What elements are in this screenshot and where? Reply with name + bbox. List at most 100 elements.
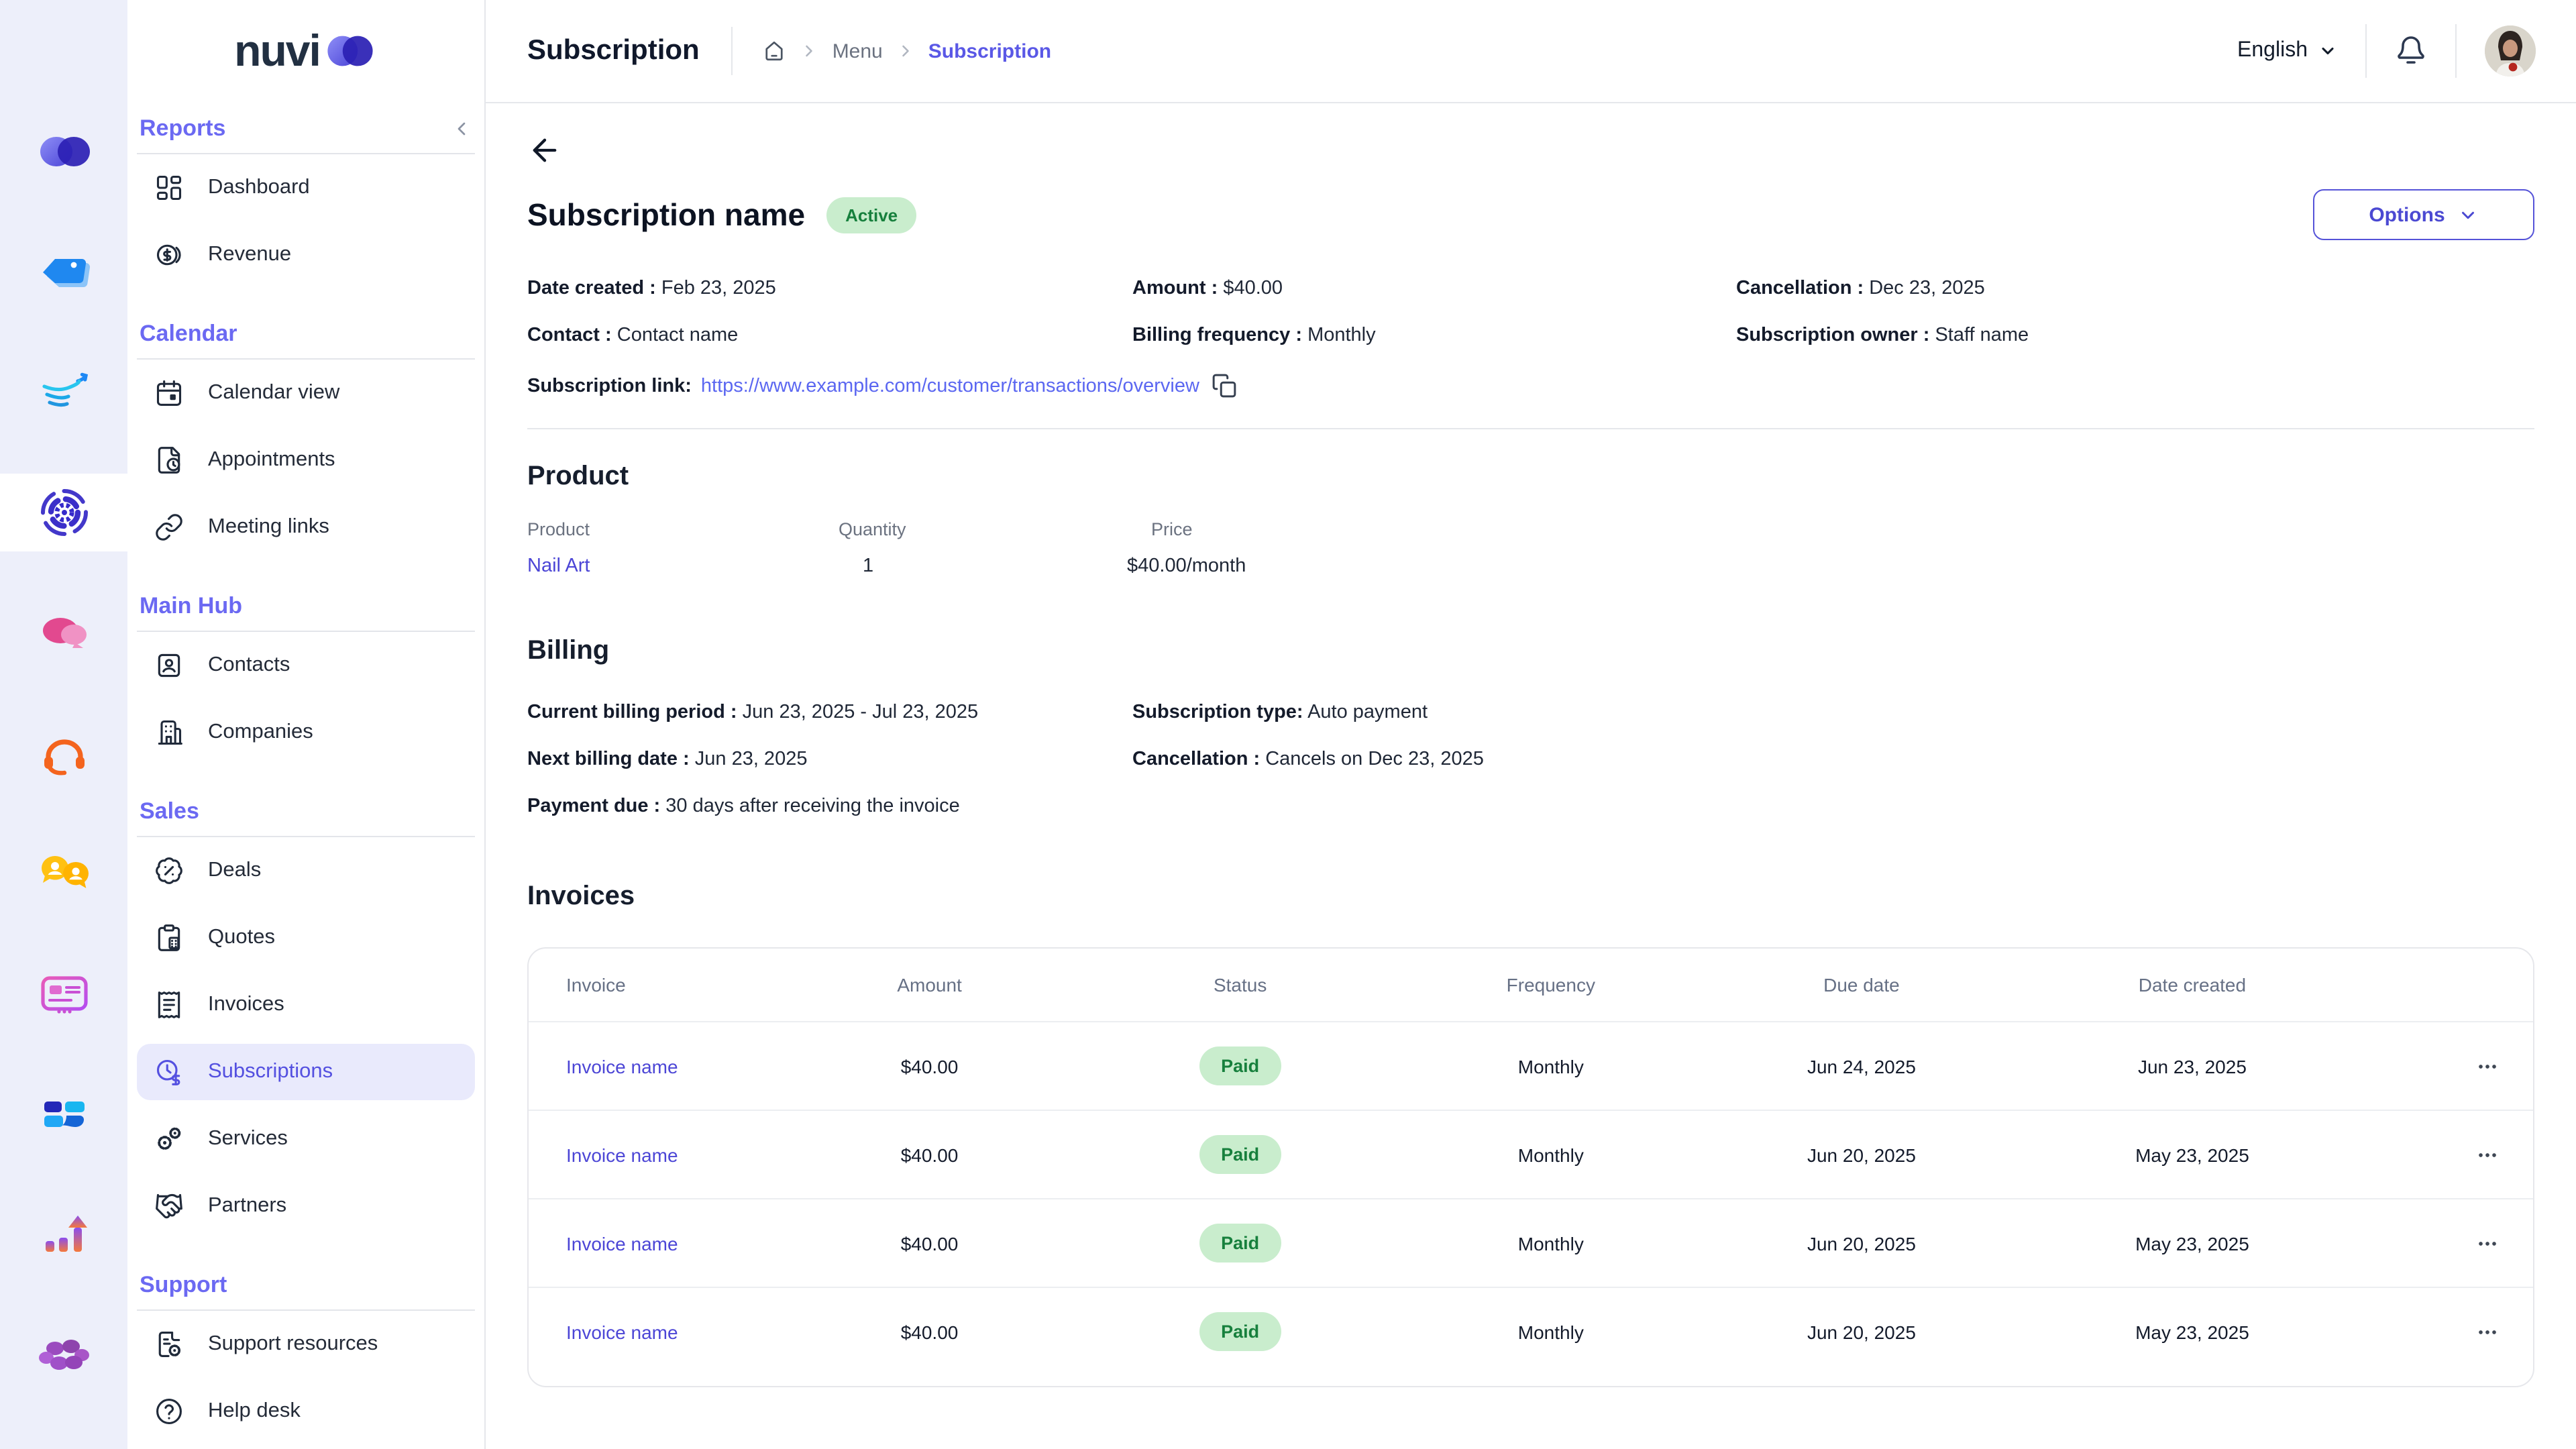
rail-app-streams[interactable] xyxy=(0,366,127,419)
product-link[interactable]: Nail Art xyxy=(527,555,839,577)
invoice-frequency: Monthly xyxy=(1391,1144,1711,1165)
breadcrumb-current: Subscription xyxy=(928,40,1051,62)
sidebar-item-quotes[interactable]: Quotes xyxy=(137,904,475,971)
receipt-icon xyxy=(154,990,184,1020)
brand-wordmark: nuvi xyxy=(234,25,320,76)
sidebar-item-contacts[interactable]: Contacts xyxy=(137,632,475,699)
sidebar-item-label: Appointments xyxy=(208,448,335,472)
invoice-due-date: Jun 24, 2025 xyxy=(1711,1055,2012,1077)
field-amount: Amount : $40.00 xyxy=(1132,275,1736,302)
bell-icon xyxy=(2395,35,2427,67)
sidebar-item-help-desk[interactable]: Help desk xyxy=(137,1378,475,1445)
user-avatar[interactable] xyxy=(2485,25,2536,76)
row-actions-button[interactable] xyxy=(2474,1318,2533,1345)
rail-app-blocks[interactable] xyxy=(0,1088,127,1141)
sidebar-item-calendar-view[interactable]: Calendar view xyxy=(137,360,475,427)
sidebar-collapse-button[interactable] xyxy=(451,118,472,140)
sidebar-item-deals[interactable]: Deals xyxy=(137,837,475,904)
column-product: Product xyxy=(527,519,839,539)
sidebar-item-invoices[interactable]: Invoices xyxy=(137,971,475,1038)
status-badge: Paid xyxy=(1199,1224,1281,1263)
invoice-link[interactable]: Invoice name xyxy=(529,1321,769,1342)
product-row: Nail Art 1 $40.00/month xyxy=(527,555,2534,577)
sidebar-item-label: Support resources xyxy=(208,1332,378,1356)
sidebar-item-dashboard[interactable]: Dashboard xyxy=(137,154,475,221)
community-chat-icon xyxy=(36,853,92,896)
ellipsis-icon xyxy=(2474,1141,2501,1168)
copy-icon xyxy=(1212,373,1237,398)
breadcrumb-home-button[interactable] xyxy=(763,39,787,63)
row-actions-button[interactable] xyxy=(2474,1141,2533,1168)
invoice-due-date: Jun 20, 2025 xyxy=(1711,1144,2012,1165)
invoice-link[interactable]: Invoice name xyxy=(529,1232,769,1254)
back-button[interactable] xyxy=(527,133,562,168)
sidebar-item-label: Dashboard xyxy=(208,176,310,200)
subscription-link[interactable]: https://www.example.com/customer/transac… xyxy=(701,375,1199,396)
nuvi-logo-icon xyxy=(36,131,92,172)
table-row: Invoice name $40.00 Paid Monthly Jun 24,… xyxy=(529,1021,2533,1110)
cluster-icon xyxy=(37,1335,91,1375)
invoice-frequency: Monthly xyxy=(1391,1055,1711,1077)
copy-link-button[interactable] xyxy=(1212,373,1237,398)
sidebar-item-support-resources[interactable]: Support resources xyxy=(137,1311,475,1378)
automation-target-icon xyxy=(37,486,91,539)
ellipsis-icon xyxy=(2474,1053,2501,1079)
home-icon xyxy=(763,39,787,63)
rail-app-headset[interactable] xyxy=(0,727,127,780)
sidebar-item-services[interactable]: Services xyxy=(137,1106,475,1173)
field-contact: Contact : Contact name xyxy=(527,322,1132,349)
column-frequency: Frequency xyxy=(1391,974,1711,996)
sidebar-item-label: Help desk xyxy=(208,1399,301,1424)
sidebar-item-label: Meeting links xyxy=(208,515,329,539)
language-selector[interactable]: English xyxy=(2237,39,2337,63)
column-price: Price xyxy=(1127,519,2534,539)
breadcrumb-menu[interactable]: Menu xyxy=(833,40,883,62)
sidebar: nuvi Reports Dashboard Revenue Calendar xyxy=(127,0,486,1449)
calendar-icon xyxy=(154,378,184,408)
invoice-date-created: Jun 23, 2025 xyxy=(2012,1055,2373,1077)
gears-icon xyxy=(154,1124,184,1154)
invoice-due-date: Jun 20, 2025 xyxy=(1711,1232,2012,1254)
status-badge: Paid xyxy=(1199,1046,1281,1085)
notifications-button[interactable] xyxy=(2395,35,2427,67)
rail-app-tags[interactable] xyxy=(0,245,127,298)
rail-app-chat[interactable] xyxy=(0,606,127,659)
rail-app-feedback[interactable] xyxy=(0,967,127,1020)
invoice-frequency: Monthly xyxy=(1391,1321,1711,1342)
billing-details: Current billing period : Jun 23, 2025 - … xyxy=(527,699,2534,820)
invoice-amount: $40.00 xyxy=(769,1055,1090,1077)
badge-percent-icon xyxy=(154,856,184,885)
file-cog-icon xyxy=(154,1330,184,1359)
rail-app-community[interactable] xyxy=(0,847,127,900)
invoice-date-created: May 23, 2025 xyxy=(2012,1232,2373,1254)
invoice-amount: $40.00 xyxy=(769,1144,1090,1165)
chevron-left-icon xyxy=(451,118,472,140)
sidebar-item-revenue[interactable]: Revenue xyxy=(137,221,475,288)
sidebar-item-subscriptions[interactable]: Subscriptions xyxy=(137,1044,475,1100)
row-actions-button[interactable] xyxy=(2474,1053,2533,1079)
sidebar-item-companies[interactable]: Companies xyxy=(137,699,475,766)
rail-app-nuvi[interactable] xyxy=(0,125,127,178)
clipboard-calculator-icon xyxy=(154,923,184,953)
ellipsis-icon xyxy=(2474,1318,2501,1345)
options-button[interactable]: Options xyxy=(2313,189,2534,240)
invoice-link[interactable]: Invoice name xyxy=(529,1144,769,1165)
sidebar-item-meeting-links[interactable]: Meeting links xyxy=(137,494,475,561)
sidebar-section-support: Support xyxy=(140,1272,227,1299)
row-actions-button[interactable] xyxy=(2474,1230,2533,1256)
subscription-clock-icon xyxy=(154,1057,184,1087)
rail-app-growth[interactable] xyxy=(0,1208,127,1261)
sidebar-item-label: Calendar view xyxy=(208,381,339,405)
coins-icon xyxy=(154,240,184,270)
invoice-link[interactable]: Invoice name xyxy=(529,1055,769,1077)
sidebar-item-appointments[interactable]: Appointments xyxy=(137,427,475,494)
subscription-detail-page: Subscription name Active Options Date cr… xyxy=(486,103,2576,1449)
rail-app-cluster[interactable] xyxy=(0,1329,127,1382)
column-quantity: Quantity xyxy=(839,519,1127,539)
headset-icon xyxy=(37,731,91,776)
rail-app-automation[interactable] xyxy=(0,486,127,539)
breadcrumb: Menu Subscription xyxy=(763,39,1051,63)
feedback-card-icon xyxy=(37,973,91,1016)
sidebar-item-label: Contacts xyxy=(208,653,290,678)
sidebar-item-partners[interactable]: Partners xyxy=(137,1173,475,1240)
